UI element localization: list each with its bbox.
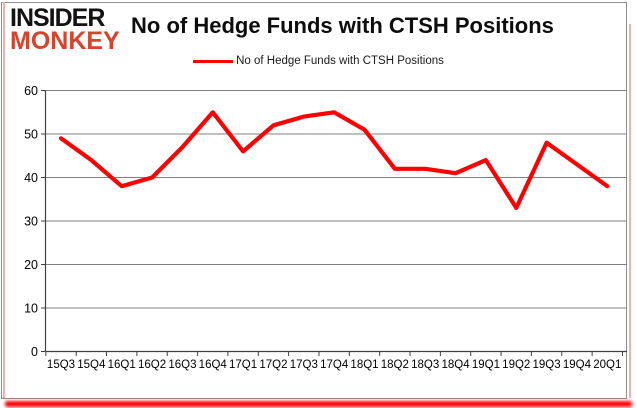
x-tick-label: 17Q3 (290, 359, 318, 371)
y-tick-label: 40 (24, 171, 38, 185)
logo-insider-text: INSIDER (10, 4, 105, 32)
x-tick-label: 15Q4 (77, 359, 106, 371)
x-tick-label: 19Q4 (563, 359, 592, 371)
bottom-red-accent (5, 401, 632, 407)
x-tick-label: 18Q2 (381, 359, 409, 371)
y-tick-label: 30 (24, 215, 38, 229)
x-tick-label: 17Q2 (259, 359, 287, 371)
legend-series-label: No of Hedge Funds with CTSH Positions (236, 55, 444, 67)
x-tick-label: 16Q3 (168, 359, 196, 371)
left-edge-accent (3, 2, 5, 398)
right-edge-accent (629, 24, 631, 398)
insider-monkey-logo: INSIDER MONKEY (10, 4, 120, 55)
series-line (58, 110, 610, 210)
x-tick-label: 18Q3 (411, 359, 439, 371)
x-tick-label: 15Q3 (47, 359, 75, 371)
x-tick-label: 17Q4 (320, 359, 349, 371)
x-tick-label: 18Q1 (350, 359, 378, 371)
logo-monkey-text: MONKEY (10, 27, 120, 55)
x-tick-label: 17Q1 (229, 359, 257, 371)
y-tick-label: 20 (24, 258, 38, 272)
x-tick-label: 16Q1 (108, 359, 136, 371)
x-tick-label: 18Q4 (441, 359, 470, 371)
chart-title: No of Hedge Funds with CTSH Positions (131, 13, 554, 38)
y-tick-label: 60 (24, 84, 38, 98)
y-tick-label: 10 (24, 302, 38, 316)
x-tick-label: 19Q1 (472, 359, 500, 371)
chart-legend: No of Hedge Funds with CTSH Positions (0, 55, 637, 67)
legend-series-line (193, 59, 234, 63)
x-tick-label: 20Q1 (593, 359, 621, 371)
x-tick-label: 19Q2 (502, 359, 530, 371)
y-tick-label: 50 (24, 128, 38, 142)
x-tick-label: 16Q4 (199, 359, 228, 371)
x-tick-label: 16Q2 (138, 359, 166, 371)
x-tick-label: 19Q3 (533, 359, 561, 371)
y-tick-label: 0 (31, 345, 38, 359)
